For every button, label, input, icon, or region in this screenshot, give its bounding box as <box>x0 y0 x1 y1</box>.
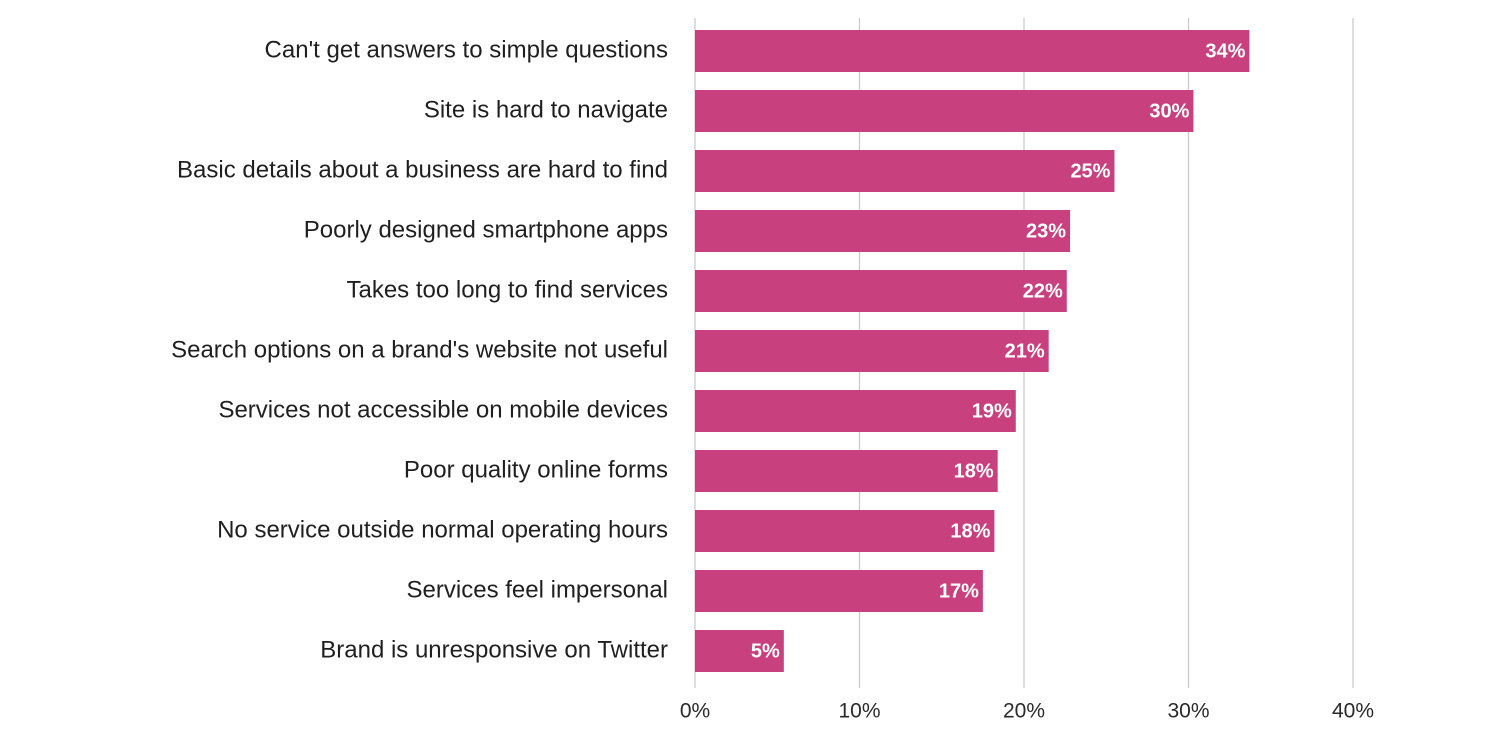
value-labels: 34% 30% 25% 23% 22% 21% 19% 18% 18% 17% 5% <box>751 40 1246 662</box>
bar-value-label: 5% <box>751 640 780 662</box>
bar <box>695 270 1067 312</box>
bar <box>695 570 983 612</box>
category-label: Search options on a brand's website not … <box>171 336 668 363</box>
bar <box>695 390 1016 432</box>
bar-value-label: 34% <box>1205 40 1245 62</box>
bar <box>695 510 995 552</box>
category-label: Can't get answers to simple questions <box>265 36 668 63</box>
category-label: Services feel impersonal <box>407 576 668 603</box>
bar-value-label: 18% <box>950 520 990 542</box>
x-tick-label: 30% <box>1167 700 1209 723</box>
bar <box>695 450 998 492</box>
bar-value-label: 25% <box>1070 160 1110 182</box>
bar <box>695 90 1194 132</box>
x-tick-label: 20% <box>1003 700 1045 723</box>
bars <box>695 30 1250 672</box>
x-tick-label: 10% <box>838 700 880 723</box>
x-axis-ticks: 0% 10% 20% 30% 40% <box>680 700 1374 723</box>
category-labels: Can't get answers to simple questions Sit… <box>171 36 668 663</box>
bar-value-label: 21% <box>1005 340 1045 362</box>
bar-value-label: 22% <box>1023 280 1063 302</box>
bar-value-label: 17% <box>939 580 979 602</box>
bar <box>695 210 1071 252</box>
category-label: Brand is unresponsive on Twitter <box>320 636 668 663</box>
category-label: No service outside normal operating hour… <box>217 516 668 543</box>
x-tick-label: 0% <box>680 700 710 723</box>
category-label: Poor quality online forms <box>404 456 668 483</box>
bar-value-label: 30% <box>1149 100 1189 122</box>
bar-value-label: 18% <box>954 460 994 482</box>
bar-value-label: 23% <box>1026 220 1066 242</box>
bar <box>695 30 1250 72</box>
category-label: Takes too long to find services <box>346 276 668 303</box>
x-tick-label: 40% <box>1332 700 1374 723</box>
category-label: Basic details about a business are hard … <box>177 156 668 183</box>
category-label: Poorly designed smartphone apps <box>304 216 668 243</box>
bar <box>695 150 1115 192</box>
bar <box>695 330 1049 372</box>
category-label: Site is hard to navigate <box>424 96 668 123</box>
bar <box>695 630 784 672</box>
category-label: Services not accessible on mobile device… <box>218 396 668 423</box>
bar-value-label: 19% <box>972 400 1012 422</box>
